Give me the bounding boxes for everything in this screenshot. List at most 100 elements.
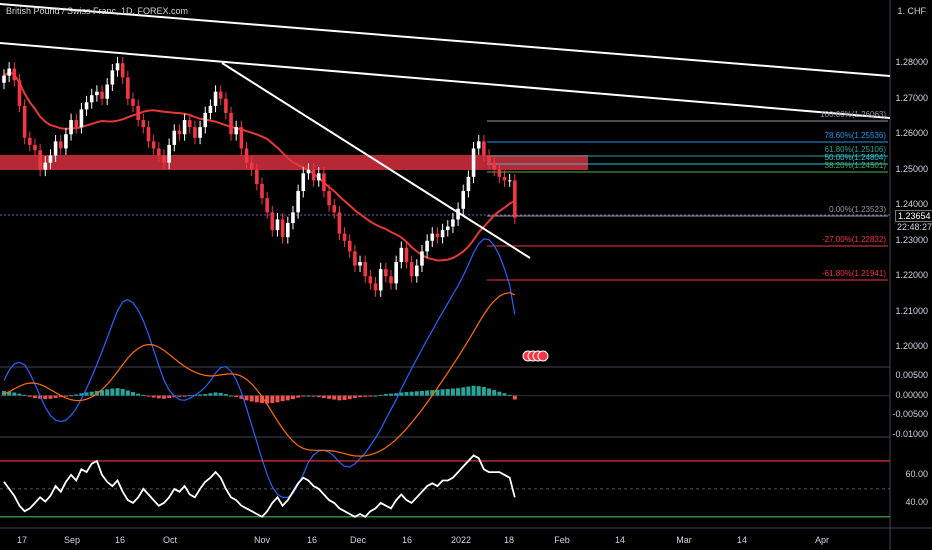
trend-line-middle (0, 42, 891, 119)
macd-histogram-bar (223, 394, 228, 396)
candle-body (203, 112, 208, 128)
macd-histogram-bar (244, 395, 249, 401)
time-tick-label: 2022 (450, 535, 472, 545)
macd-histogram-bar (368, 395, 373, 397)
candle-body (110, 70, 115, 85)
macd-histogram-bar (12, 392, 17, 396)
candle-body (244, 148, 249, 163)
candle-body (497, 169, 502, 177)
candle-body (33, 144, 37, 151)
candle-body (136, 105, 140, 121)
candle-body (84, 102, 89, 110)
candle-body (120, 63, 125, 78)
time-tick-label: Sep (63, 535, 81, 545)
time-tick-label: 14 (614, 535, 626, 545)
candle-body (280, 219, 285, 238)
candle-body (89, 95, 94, 103)
candle-body (275, 219, 280, 231)
candle-body (358, 262, 362, 266)
candle-body (353, 251, 357, 266)
macd-histogram-bar (419, 390, 424, 396)
macd-histogram-bar (198, 394, 203, 396)
macd-histogram-bar (502, 393, 507, 396)
candle-body (100, 91, 104, 99)
macd-histogram-bar (363, 395, 368, 397)
candle-body (332, 205, 337, 213)
time-tick-label: 16 (114, 535, 126, 545)
candle-body (487, 155, 491, 163)
candle-body (420, 251, 424, 266)
macd-histogram-bar (131, 392, 135, 396)
candle-body (425, 240, 429, 252)
candle-body (167, 144, 171, 163)
macd-histogram-bar (100, 390, 105, 396)
price-tick-label: 1.23000 (895, 234, 928, 245)
candle-body (146, 127, 151, 142)
price-tick-label: 1.25000 (895, 163, 928, 174)
candle-body (131, 98, 135, 106)
candle-body (456, 208, 460, 220)
candle-body (337, 212, 342, 234)
candle-body (234, 127, 238, 135)
macd-histogram-bar (53, 395, 58, 398)
time-tick-label: 18 (503, 535, 515, 545)
countdown-tag: 22:48:27 (897, 222, 932, 232)
trend-line-top (0, 3, 891, 77)
moving-average-line (3, 70, 516, 262)
macd-histogram-bar (43, 395, 48, 400)
macd-histogram-bar (327, 395, 332, 399)
time-tick-label: Feb (554, 535, 570, 545)
macd-histogram-bar (389, 393, 393, 396)
candle-body (286, 223, 290, 238)
macd-histogram-bar (84, 392, 89, 396)
macd-histogram-bar (265, 395, 270, 404)
macd-histogram-bar (275, 395, 280, 403)
fib-level-label: -27.00%(1.22832) (821, 235, 886, 244)
candle-body (306, 169, 311, 174)
macd-histogram-bar (229, 395, 234, 397)
macd-histogram-bar (239, 395, 244, 399)
candle-body (28, 137, 32, 145)
macd-histogram-bar (161, 395, 166, 399)
candle-body (58, 141, 63, 149)
candle-body (435, 233, 440, 238)
candle-body (363, 262, 367, 277)
macd-tick-label: 0.00000 (895, 389, 928, 400)
price-tick-label: 1.26000 (895, 128, 928, 139)
macd-histogram-bar (414, 391, 419, 396)
macd-histogram-bar (481, 386, 486, 396)
time-tick-label: Oct (162, 535, 178, 545)
candle-body (461, 191, 466, 209)
macd-histogram-bar (404, 392, 409, 396)
macd-histogram-bar (146, 395, 151, 397)
candle-body (53, 141, 58, 156)
fib-level-label: 100.00%(1.26063) (820, 110, 886, 119)
macd-tick-label: -0.01000 (892, 429, 928, 440)
currency-label: 1. CHF (897, 6, 926, 16)
macd-histogram-bar (394, 393, 399, 396)
candle-body (409, 262, 414, 277)
symbol-title[interactable]: British Pound / Swiss Franc, 1D, FOREX.c… (6, 6, 189, 16)
fib-level-label: 50.00%(1.24804) (824, 153, 886, 162)
candle-body (296, 191, 300, 213)
candle-body (69, 120, 73, 135)
macd-histogram-bar (378, 394, 383, 396)
candle-body (126, 77, 130, 99)
candle-body (12, 68, 17, 81)
candle-body (64, 134, 68, 149)
macd-histogram-bar (409, 391, 414, 396)
macd-histogram-bar (321, 395, 326, 398)
candle-body (482, 141, 486, 156)
price-tick-label: 1.20000 (895, 341, 928, 352)
candle-body (151, 141, 156, 149)
candle-body (224, 98, 228, 113)
candle-body (373, 283, 378, 291)
candle-body (415, 265, 419, 277)
time-tick-label: 14 (736, 535, 748, 545)
candle-body (301, 173, 306, 192)
sma-line (3, 70, 516, 262)
macd-histogram-bar (358, 395, 363, 398)
candle-body (378, 269, 383, 291)
